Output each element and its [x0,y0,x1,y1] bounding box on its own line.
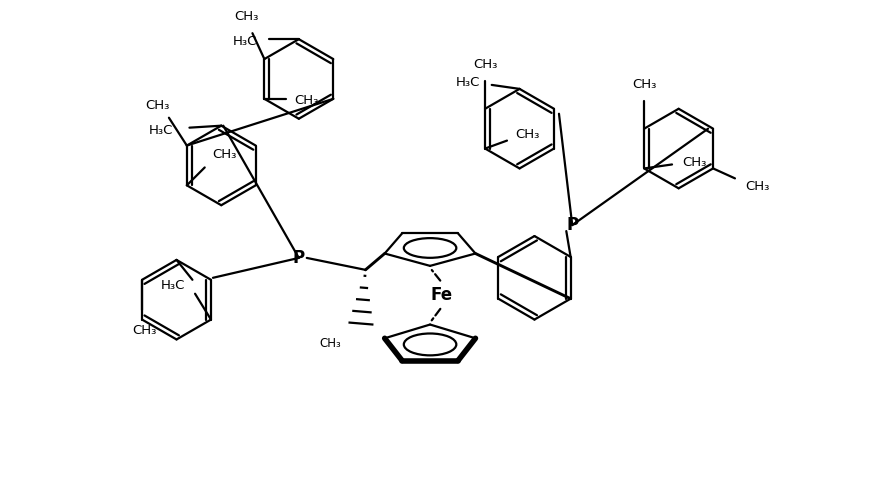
Text: P: P [566,216,578,234]
Text: CH₃: CH₃ [745,180,769,193]
Text: H₃C: H₃C [232,35,257,48]
Text: H₃C: H₃C [161,279,185,292]
Text: Fe: Fe [431,285,453,304]
Text: CH₃: CH₃ [320,338,341,350]
Text: CH₃: CH₃ [515,128,539,141]
Text: CH₃: CH₃ [213,148,237,162]
Text: CH₃: CH₃ [234,10,259,23]
Text: CH₃: CH₃ [682,156,706,169]
Text: CH₃: CH₃ [473,58,498,71]
Text: CH₃: CH₃ [132,324,156,337]
Text: H₃C: H₃C [149,124,173,137]
Text: CH₃: CH₃ [632,78,657,91]
Text: H₃C: H₃C [455,77,480,89]
Text: CH₃: CH₃ [145,99,169,112]
Text: CH₃: CH₃ [294,94,318,107]
Text: P: P [293,249,305,267]
